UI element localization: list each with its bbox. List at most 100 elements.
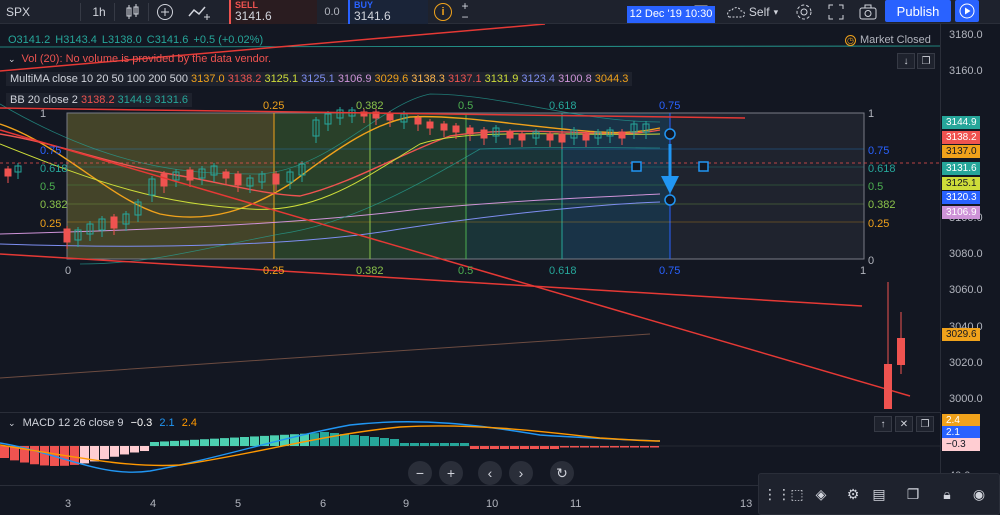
compare-icon [188, 6, 210, 20]
macd-bar [270, 435, 279, 446]
time-axis-label: 10 [486, 498, 499, 510]
arrow-up-button[interactable]: ↑ [874, 416, 892, 432]
zoom-out-button[interactable]: − [408, 461, 432, 485]
clone-icon[interactable]: ❐ [906, 485, 920, 502]
candles-style-button[interactable] [118, 0, 146, 24]
macd-bar [640, 446, 649, 448]
fullscreen-button[interactable] [824, 0, 848, 24]
visibility-label: Self [748, 5, 770, 19]
sell-button[interactable]: SELL 3141.6 [229, 0, 317, 24]
macd-bar [170, 440, 179, 446]
candle-body [98, 218, 106, 231]
fib-label: 0.382 [40, 199, 68, 211]
macd-bar [160, 441, 169, 446]
trendline-top[interactable] [0, 24, 546, 72]
trendline-upper[interactable] [0, 107, 746, 119]
multima-legend[interactable]: MultiMA close 10 20 50 100 200 500 3137.… [6, 72, 633, 86]
fill-color-icon[interactable]: ◈ [815, 485, 827, 502]
add-indicator-button[interactable] [152, 0, 178, 24]
restore-pane-button[interactable]: ❐ [916, 416, 934, 432]
candle-body [466, 127, 474, 135]
multima-value: 3106.9 [334, 73, 372, 85]
price-axis[interactable]: 3180.03160.03100.03080.03060.03040.03020… [940, 24, 1000, 411]
multima-value: 3138.3 [408, 73, 445, 85]
fib-label: 0.618 [549, 265, 577, 277]
interval-button[interactable]: 1h [92, 5, 106, 19]
chevron-icon[interactable] [0, 53, 18, 69]
ma-line-200 [0, 45, 940, 48]
drawing-handles[interactable] [631, 128, 709, 206]
candle-body [210, 165, 218, 176]
multima-value: 3125.1 [298, 73, 335, 85]
trendline-falling[interactable] [0, 129, 911, 397]
candle-body [186, 169, 194, 181]
gear-icon[interactable]: ⚙ [846, 485, 860, 502]
buy-button[interactable]: BUY 3141.6 [348, 0, 428, 24]
eye-icon[interactable]: ◉ [972, 485, 986, 502]
zoom-in-button[interactable]: + [439, 461, 463, 485]
ma-line-500 [0, 333, 651, 379]
macd-pane[interactable] [0, 412, 940, 485]
candle-body [198, 168, 206, 179]
top-toolbar: SPX 1h SELL 3141.6 0.0 BUY 3141.6 i + − … [0, 0, 1000, 24]
macd-tag: −0.3 [942, 438, 980, 451]
publish-button[interactable]: Publish [885, 0, 951, 22]
price-tag: 3029.6 [942, 328, 980, 341]
candle-body [14, 165, 22, 173]
macd-bar [200, 439, 209, 446]
symbol-search[interactable]: SPX [0, 0, 36, 24]
settings-button[interactable] [792, 0, 816, 24]
macd-axis[interactable]: 2.42.1−0.340.0 [940, 412, 1000, 485]
candle-body [86, 223, 94, 235]
time-axis[interactable]: 3 4 5 6 9 10 11 13 [0, 485, 940, 515]
visibility-dropdown[interactable]: Self ▾ [718, 0, 784, 24]
macd-bar [350, 435, 359, 446]
restore-pane-button[interactable]: ❐ [917, 53, 935, 69]
macd-bar [630, 446, 639, 448]
trendline-lower[interactable] [0, 253, 863, 307]
macd-bar [320, 432, 329, 446]
macd-bar [220, 438, 229, 446]
price-tag: 3144.9 [942, 116, 980, 129]
candle-body [222, 171, 230, 179]
bb-value: 3138.2 [80, 94, 115, 106]
macd-bar [600, 446, 609, 448]
price-axis-label: 3020.0 [949, 357, 983, 369]
arrow-down-icon[interactable] [661, 144, 679, 194]
play-button[interactable] [955, 0, 979, 22]
macd-legend[interactable]: ⌄ MACD 12 26 close 9 −0.3 2.1 2.4 [8, 417, 197, 429]
fib-label: 0.75 [659, 265, 681, 277]
layers-icon[interactable]: ▤ [872, 485, 886, 502]
main-chart[interactable]: 0.25 0.382 0.5 0.618 0.75 0 0.25 0.382 0.5 0.618… [0, 24, 940, 411]
market-status[interactable]: ◷ Market Closed [845, 34, 931, 46]
collapse-chevron-icon[interactable]: ⌄ [8, 53, 16, 64]
template-icon[interactable]: ⬚ [790, 485, 804, 502]
qty-plus-button[interactable]: + [461, 0, 469, 13]
scroll-left-button[interactable]: ‹ [478, 461, 502, 485]
fib-label: 0 [65, 265, 72, 277]
info-icon[interactable]: i [434, 3, 452, 21]
macd-bar [290, 434, 299, 446]
macd-bar [530, 446, 539, 449]
reset-chart-button[interactable]: ↻ [550, 461, 574, 485]
lock-icon[interactable]: 🔒︎ [943, 485, 951, 502]
collapse-chevron-icon[interactable]: ⌄ [8, 418, 16, 428]
ma-line-100 [0, 193, 661, 235]
macd-bar [440, 443, 449, 446]
macd-bar [390, 439, 399, 446]
volume-legend[interactable]: ⌄ Vol (20): No volume is provided by the… [8, 53, 272, 65]
compare-button[interactable] [184, 0, 216, 24]
divider [114, 3, 115, 21]
spread-value: 0.0 [324, 6, 340, 18]
snapshot-button[interactable] [856, 0, 880, 24]
drag-handle-icon[interactable]: ⋮⋮ [763, 485, 791, 502]
qty-minus-button[interactable]: − [461, 10, 469, 24]
scroll-right-button[interactable]: › [509, 461, 533, 485]
bb-legend[interactable]: BB 20 close 2 3138.2 3144.9 3131.6 [6, 93, 192, 107]
macd-bar [410, 443, 419, 446]
arrow-down-button[interactable]: ↓ [897, 53, 915, 69]
macd-bar [20, 446, 29, 463]
candle-body [298, 163, 306, 176]
close-icon[interactable]: ✕ [895, 416, 913, 432]
macd-bar [180, 440, 189, 446]
